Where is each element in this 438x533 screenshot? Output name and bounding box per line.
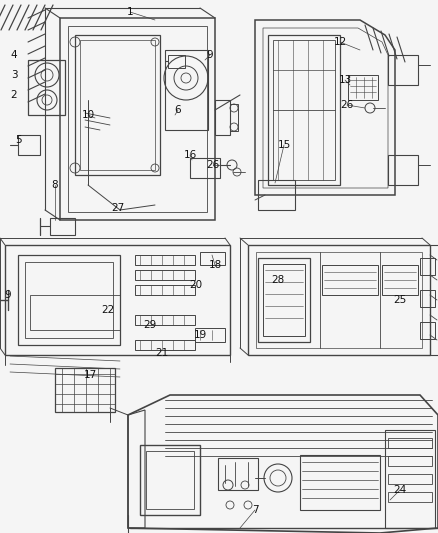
Text: 19: 19 xyxy=(193,330,207,340)
Text: 15: 15 xyxy=(277,140,291,150)
Text: 29: 29 xyxy=(143,320,157,330)
Text: 21: 21 xyxy=(155,348,169,358)
Bar xyxy=(30,295,120,330)
Text: 10: 10 xyxy=(81,110,95,120)
Text: 16: 16 xyxy=(184,150,197,160)
Text: 8: 8 xyxy=(52,180,58,190)
Text: 2: 2 xyxy=(11,90,18,100)
Text: 24: 24 xyxy=(393,485,406,495)
Text: 27: 27 xyxy=(111,203,125,213)
Text: 6: 6 xyxy=(175,105,181,115)
Text: 9: 9 xyxy=(207,50,213,60)
Text: 1: 1 xyxy=(127,7,133,17)
Text: 5: 5 xyxy=(15,135,21,145)
Text: 4: 4 xyxy=(11,50,18,60)
Text: 22: 22 xyxy=(101,305,115,315)
Text: 9: 9 xyxy=(5,290,11,300)
Text: 13: 13 xyxy=(339,75,352,85)
Text: 17: 17 xyxy=(83,370,97,380)
Text: 3: 3 xyxy=(11,70,18,80)
Text: 25: 25 xyxy=(393,295,406,305)
Text: 28: 28 xyxy=(272,275,285,285)
Text: 12: 12 xyxy=(333,37,346,47)
Text: 18: 18 xyxy=(208,260,222,270)
Text: 26: 26 xyxy=(340,100,353,110)
Text: 20: 20 xyxy=(190,280,202,290)
Text: 7: 7 xyxy=(252,505,258,515)
Text: 26: 26 xyxy=(206,160,219,170)
